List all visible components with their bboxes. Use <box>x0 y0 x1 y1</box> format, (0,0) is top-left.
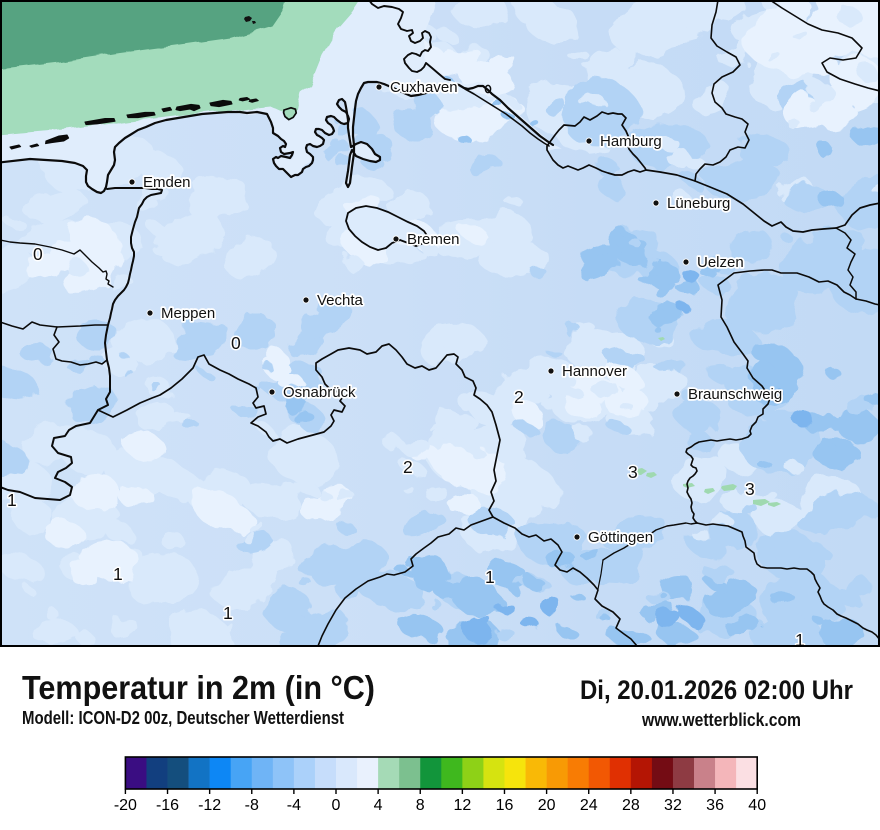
svg-text:3: 3 <box>628 462 638 482</box>
svg-text:24: 24 <box>580 797 598 814</box>
svg-text:Vechta: Vechta <box>317 292 364 309</box>
svg-text:2: 2 <box>514 387 524 407</box>
svg-text:Osnabrück: Osnabrück <box>283 384 356 401</box>
svg-text:Uelzen: Uelzen <box>697 254 744 271</box>
svg-text:Hannover: Hannover <box>562 363 627 380</box>
svg-text:Bremen: Bremen <box>407 231 460 248</box>
svg-text:3: 3 <box>628 462 638 482</box>
svg-text:2: 2 <box>403 457 413 477</box>
svg-text:-8: -8 <box>245 797 259 814</box>
svg-text:1: 1 <box>485 567 495 587</box>
svg-text:1: 1 <box>7 490 17 510</box>
svg-text:0: 0 <box>332 797 341 814</box>
svg-text:Braunschweig: Braunschweig <box>688 386 782 403</box>
svg-text:www.wetterblick.com: www.wetterblick.com <box>641 710 801 730</box>
svg-text:-20: -20 <box>114 797 137 814</box>
svg-text:32: 32 <box>664 797 682 814</box>
svg-text:40: 40 <box>748 797 766 814</box>
svg-text:Modell: ICON-D2 00z, Deutscher: Modell: ICON-D2 00z, Deutscher Wetterdie… <box>22 707 344 728</box>
svg-text:0: 0 <box>33 244 43 264</box>
svg-text:1: 1 <box>7 490 17 510</box>
svg-text:2: 2 <box>514 387 524 407</box>
svg-text:Di, 20.01.2026 02:00 Uhr: Di, 20.01.2026 02:00 Uhr <box>580 675 853 705</box>
svg-text:1: 1 <box>113 564 123 584</box>
svg-text:1: 1 <box>795 630 805 650</box>
svg-text:Emden: Emden <box>143 174 191 191</box>
svg-text:3: 3 <box>745 479 755 499</box>
svg-text:Meppen: Meppen <box>161 305 215 322</box>
svg-text:8: 8 <box>416 797 425 814</box>
svg-text:16: 16 <box>496 797 514 814</box>
svg-text:1: 1 <box>223 603 233 623</box>
svg-text:Göttingen: Göttingen <box>588 529 653 546</box>
svg-text:-16: -16 <box>156 797 179 814</box>
svg-text:0: 0 <box>231 333 241 353</box>
svg-text:Meppen: Meppen <box>161 305 215 322</box>
svg-text:Lüneburg: Lüneburg <box>667 195 730 212</box>
svg-text:Osnabrück: Osnabrück <box>283 384 356 401</box>
svg-text:4: 4 <box>374 797 383 814</box>
svg-text:Temperatur in 2m (in °C): Temperatur in 2m (in °C) <box>22 669 375 706</box>
svg-text:Uelzen: Uelzen <box>697 254 744 271</box>
svg-text:Braunschweig: Braunschweig <box>688 386 782 403</box>
svg-text:1: 1 <box>485 567 495 587</box>
svg-text:Cuxhaven: Cuxhaven <box>390 79 458 96</box>
svg-text:Lüneburg: Lüneburg <box>667 195 730 212</box>
svg-text:Bremen: Bremen <box>407 231 460 248</box>
svg-text:28: 28 <box>622 797 640 814</box>
svg-text:1: 1 <box>113 564 123 584</box>
svg-text:20: 20 <box>538 797 556 814</box>
svg-text:Cuxhaven: Cuxhaven <box>390 79 458 96</box>
svg-text:Hamburg: Hamburg <box>600 133 662 150</box>
svg-text:Hamburg: Hamburg <box>600 133 662 150</box>
svg-text:Vechta: Vechta <box>317 292 364 309</box>
svg-text:0: 0 <box>231 333 241 353</box>
svg-text:-12: -12 <box>198 797 221 814</box>
svg-text:Göttingen: Göttingen <box>588 529 653 546</box>
svg-text:3: 3 <box>745 479 755 499</box>
svg-text:Hannover: Hannover <box>562 363 627 380</box>
svg-text:1: 1 <box>795 630 805 650</box>
svg-text:0: 0 <box>33 244 43 264</box>
svg-text:2: 2 <box>403 457 413 477</box>
svg-text:-4: -4 <box>287 797 301 814</box>
svg-text:12: 12 <box>453 797 471 814</box>
svg-text:Emden: Emden <box>143 174 191 191</box>
svg-text:36: 36 <box>706 797 724 814</box>
svg-text:1: 1 <box>223 603 233 623</box>
